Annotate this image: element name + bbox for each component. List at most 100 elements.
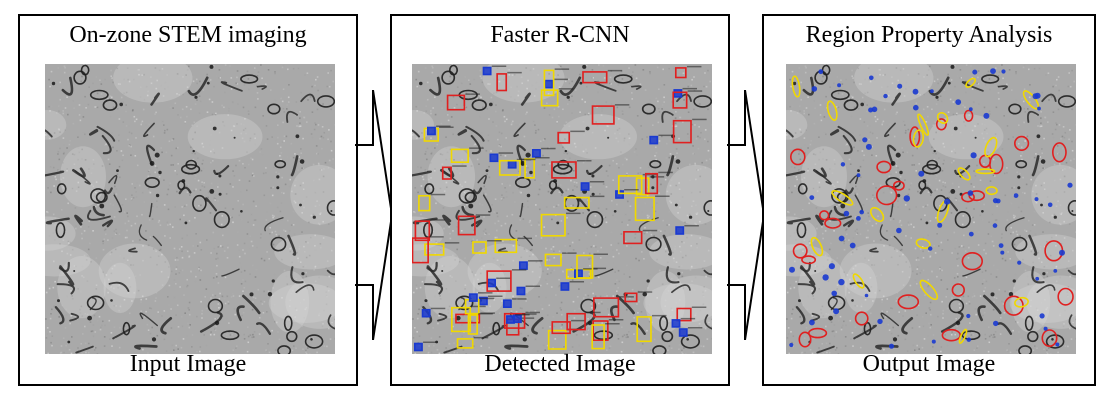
noise-speck [57, 169, 59, 171]
noise-speck [862, 204, 865, 206]
noise-speck [674, 117, 677, 120]
noise-speck [226, 295, 229, 298]
noise-speck [598, 302, 600, 305]
noise-speck [269, 232, 271, 234]
noise-speck [61, 209, 63, 211]
noise-speck [319, 137, 321, 140]
noise-speck [45, 134, 47, 136]
noise-speck [58, 158, 61, 161]
dislocation-line [221, 268, 240, 277]
noise-speck [831, 172, 834, 175]
noise-speck [469, 83, 472, 85]
defect-dot [218, 192, 222, 196]
noise-speck [902, 68, 905, 70]
noise-speck [659, 230, 662, 232]
noise-speck [699, 175, 702, 178]
noise-speck [671, 292, 674, 294]
noise-speck [954, 333, 957, 336]
defect-dot [181, 179, 186, 183]
noise-speck [128, 277, 131, 279]
region-dot-blue [1001, 69, 1006, 74]
noise-speck [163, 124, 165, 126]
detection-box [636, 316, 652, 343]
noise-speck [279, 146, 282, 149]
noise-speck [856, 193, 859, 196]
noise-speck [953, 148, 955, 151]
noise-speck [488, 118, 490, 120]
noise-speck [560, 313, 563, 316]
noise-speck [496, 212, 498, 214]
noise-speck [965, 80, 967, 82]
noise-speck [582, 161, 585, 164]
noise-speck [711, 337, 712, 340]
noise-speck [175, 266, 178, 268]
noise-speck [944, 334, 946, 336]
dislocation-line [800, 265, 816, 286]
detection-score-tag [469, 147, 484, 149]
noise-speck [479, 75, 482, 77]
noise-speck [449, 158, 452, 160]
noise-speck [299, 111, 301, 113]
noise-speck [991, 213, 994, 216]
noise-speck [151, 337, 153, 339]
noise-speck [693, 153, 695, 155]
noise-speck [242, 279, 244, 281]
noise-speck [802, 227, 804, 229]
noise-speck [571, 80, 574, 83]
noise-speck [568, 99, 571, 101]
noise-speck [929, 309, 931, 311]
region-ellipse-yellow [791, 75, 801, 98]
noise-speck [500, 224, 503, 227]
noise-speck [427, 351, 430, 354]
noise-speck [528, 221, 531, 224]
noise-speck [951, 331, 953, 333]
noise-speck [332, 80, 334, 83]
noise-speck [207, 196, 209, 199]
noise-speck [984, 333, 986, 336]
noise-speck [983, 203, 985, 206]
noise-speck [301, 212, 303, 214]
noise-speck [424, 153, 427, 155]
noise-speck [1046, 241, 1048, 243]
noise-speck [869, 80, 872, 83]
defect-dot [218, 174, 222, 178]
noise-speck [317, 289, 319, 291]
noise-speck [230, 77, 233, 79]
noise-speck [60, 351, 62, 354]
noise-speck [836, 288, 839, 290]
noise-speck [818, 136, 820, 138]
noise-speck [295, 309, 298, 311]
noise-speck [1030, 250, 1033, 253]
noise-speck [262, 115, 264, 117]
noise-speck [95, 106, 98, 108]
noise-speck [48, 105, 50, 108]
noise-speck [872, 183, 874, 185]
noise-speck [419, 286, 422, 289]
noise-speck [656, 218, 658, 221]
noise-speck [852, 345, 854, 347]
noise-speck [493, 325, 496, 327]
noise-speck [97, 204, 99, 206]
noise-speck [926, 74, 928, 76]
noise-speck [973, 208, 975, 210]
detection-box [580, 182, 590, 191]
noise-speck [1053, 163, 1056, 166]
noise-speck [1051, 133, 1054, 135]
noise-speck [534, 338, 537, 341]
noise-speck [478, 115, 481, 118]
noise-speck [493, 78, 495, 81]
noise-speck [806, 308, 808, 311]
defect-loop [954, 211, 971, 229]
noise-speck [512, 191, 514, 194]
noise-speck [625, 240, 628, 243]
noise-speck [275, 139, 277, 142]
noise-speck [841, 83, 844, 85]
noise-speck [278, 235, 280, 237]
detection-score-tag [436, 125, 451, 127]
defect-loop [843, 99, 859, 111]
dislocation-line [138, 224, 148, 241]
noise-speck [443, 225, 445, 227]
noise-speck [936, 188, 938, 191]
defect-dot [646, 279, 650, 283]
noise-speck [109, 95, 112, 97]
